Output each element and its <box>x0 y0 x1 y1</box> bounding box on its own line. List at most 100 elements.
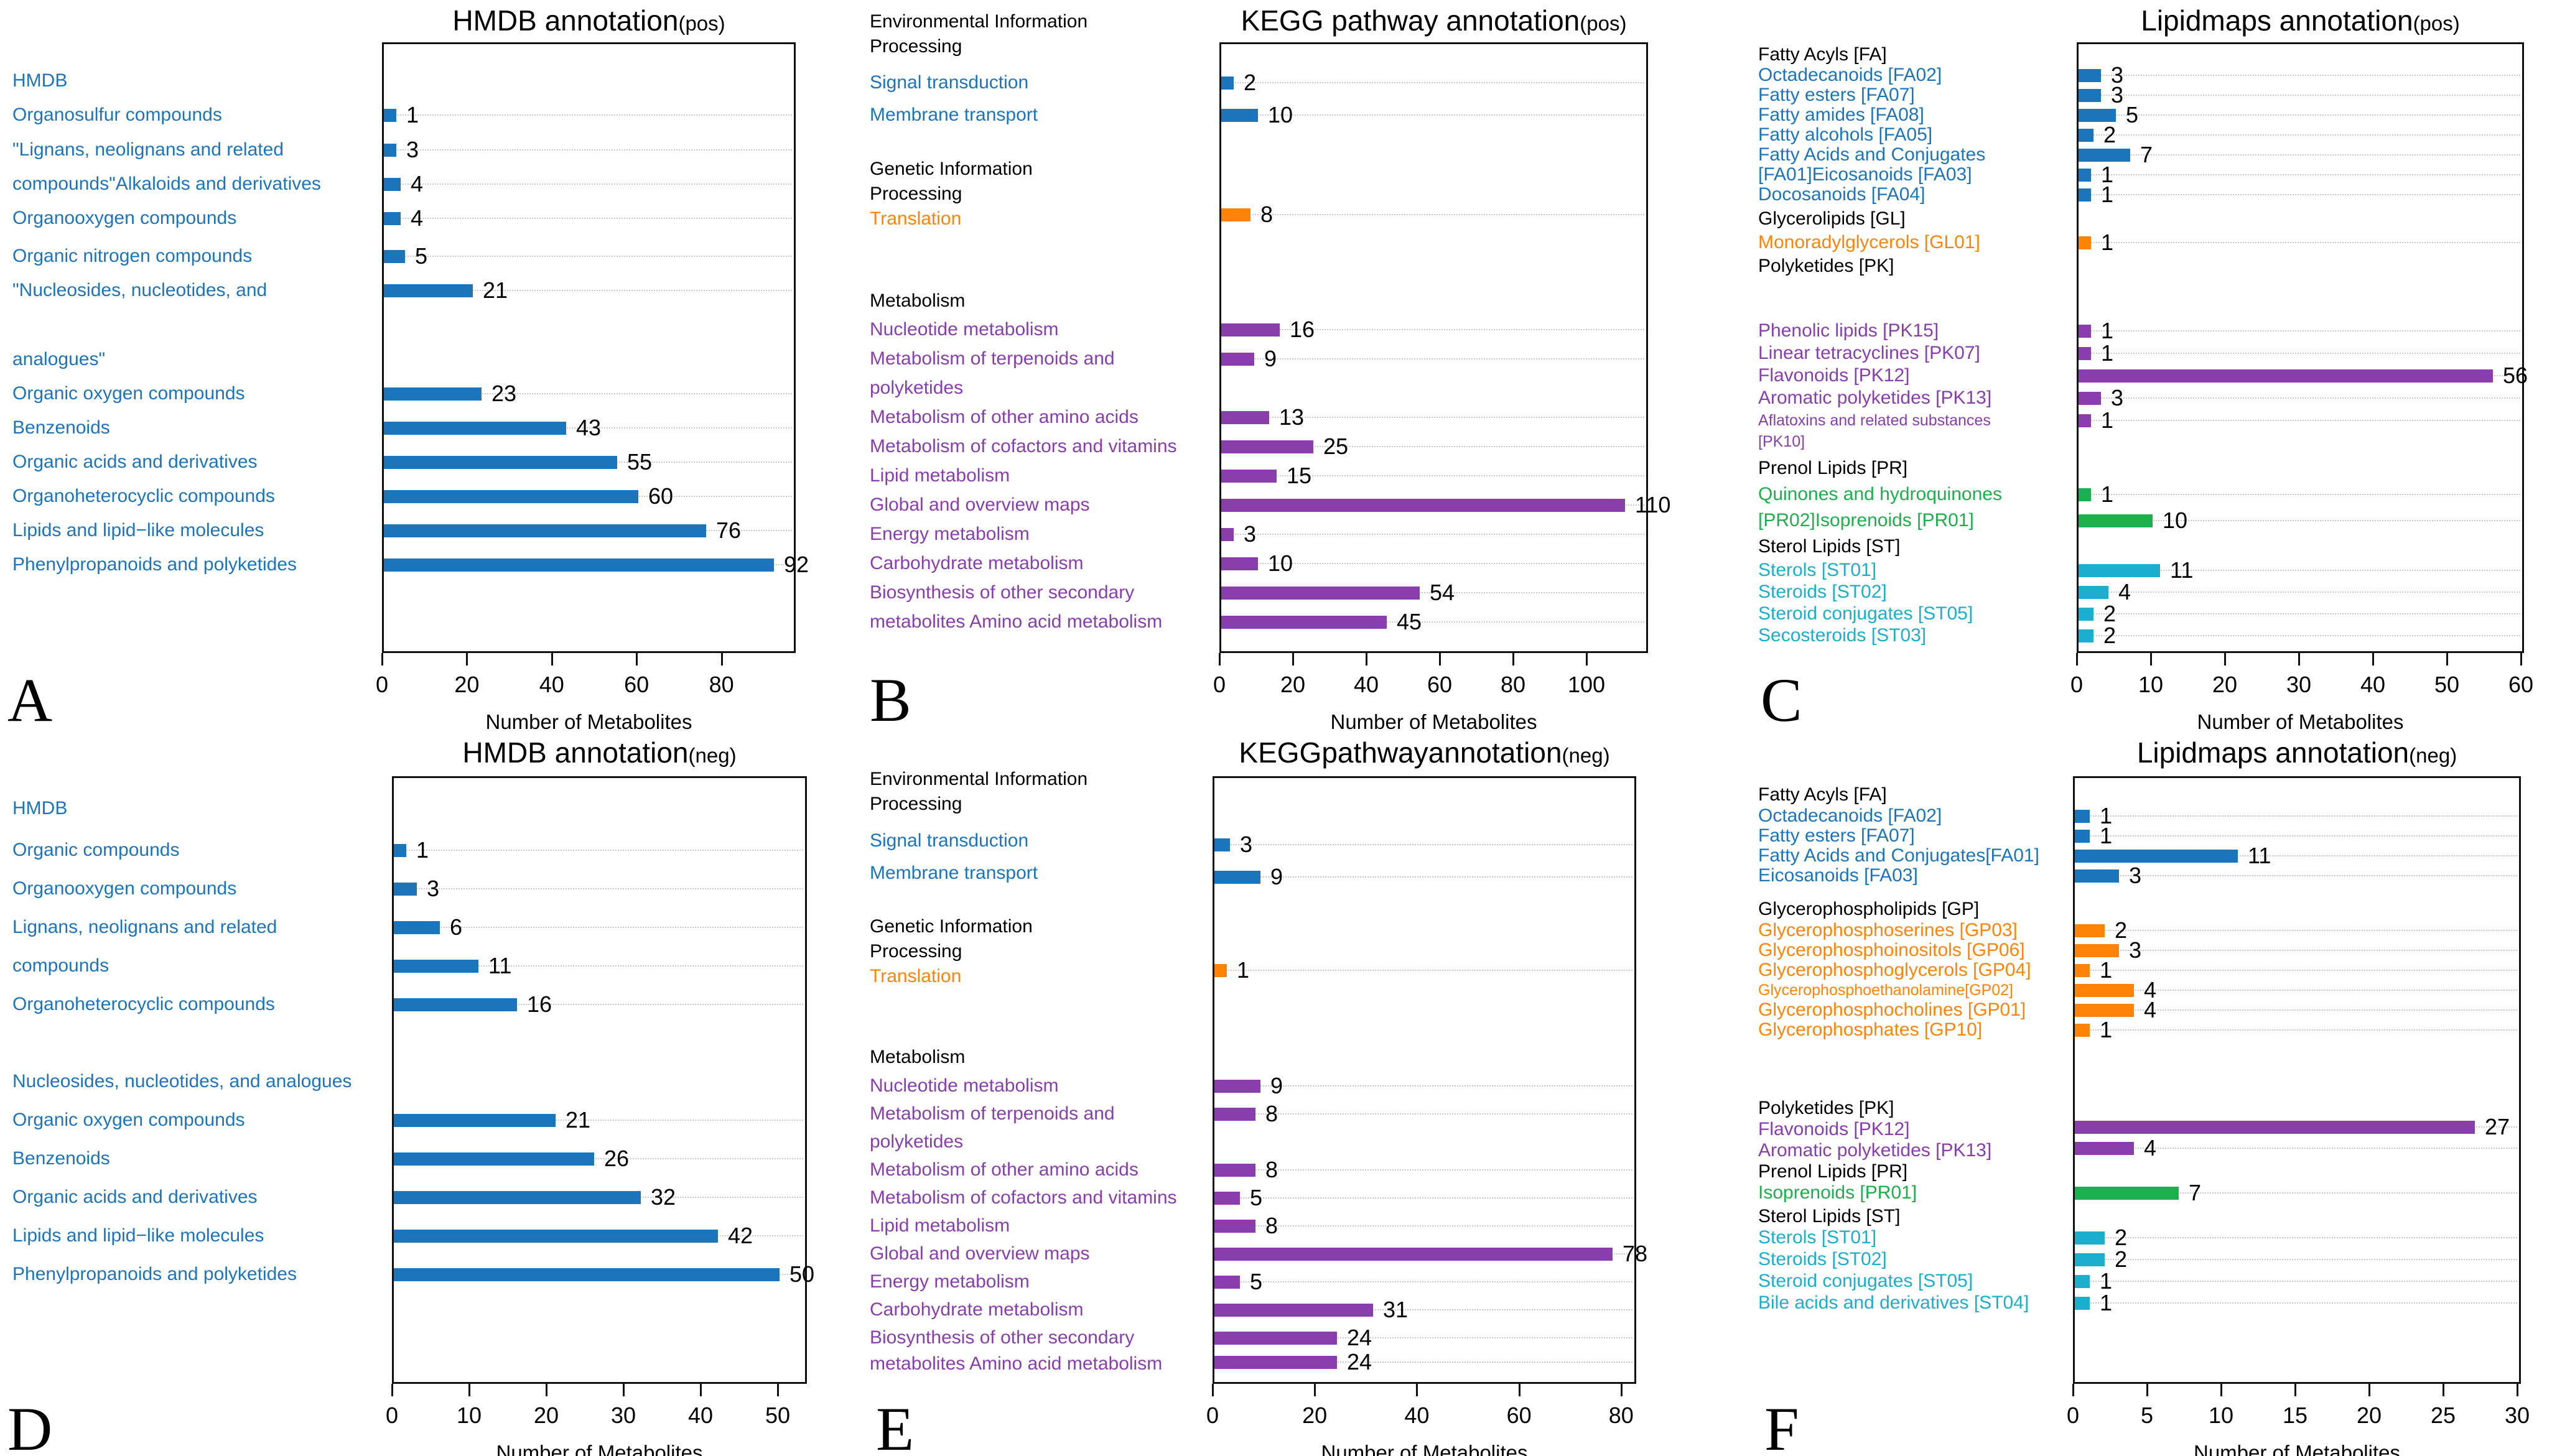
bar-value-label: 1 <box>406 102 419 128</box>
bar-value-label: 8 <box>1265 1101 1278 1126</box>
chart-title-main: Lipidmaps annotation <box>2136 736 2410 769</box>
category-label: Organosulfur compounds <box>12 104 222 125</box>
gridline <box>384 183 792 185</box>
bar <box>1221 109 1258 122</box>
category-label: Steroids [ST02] <box>1758 1249 1887 1269</box>
bar <box>2075 1297 2090 1310</box>
gridline <box>2079 194 2520 195</box>
category-label: Organooxygen compounds <box>12 878 237 899</box>
gridline <box>2079 494 2520 495</box>
x-axis-tick <box>1212 1384 1214 1396</box>
x-axis-tick <box>1512 653 1514 665</box>
bar <box>384 559 774 572</box>
category-label: Glycerophosphocholines [GP01] <box>1758 999 2026 1020</box>
x-tick-label: 40 <box>1353 672 1379 697</box>
x-tick-label: 0 <box>375 672 389 697</box>
x-axis-tick <box>2294 1384 2296 1396</box>
bar-value-label: 110 <box>1635 492 1671 517</box>
category-label: Fatty Acyls [FA] <box>1758 44 1887 65</box>
bar <box>2079 69 2101 82</box>
category-label: "Lignans, neolignans and related <box>12 139 284 160</box>
bar-value-label: 60 <box>648 483 674 509</box>
category-label: polyketides <box>870 1131 964 1152</box>
x-tick-label: 30 <box>2286 672 2312 697</box>
bar-value-label: 9 <box>1270 864 1283 889</box>
category-label: Metabolism of terpenoids and <box>870 348 1115 369</box>
category-label: Prenol Lipids [PR] <box>1758 1161 1908 1182</box>
bar-value-label: 1 <box>2101 162 2114 187</box>
chart-title: KEGGpathwayannotation(neg) <box>1020 736 1829 769</box>
x-axis-tick <box>1219 653 1221 665</box>
bar-value-label: 50 <box>789 1261 815 1287</box>
gridline <box>394 1120 803 1121</box>
gridline <box>1222 417 1644 418</box>
x-axis-tick <box>2446 653 2448 665</box>
category-label: Nucleotide metabolism <box>870 319 1059 340</box>
category-label: Lipids and lipid−like molecules <box>12 520 264 540</box>
category-label: metabolites Amino acid metabolism <box>870 1353 1163 1374</box>
bar <box>2079 608 2093 621</box>
category-label: Nucleosides, nucleotides, and analogues <box>12 1071 352 1092</box>
gridline <box>1222 475 1644 476</box>
bar <box>394 998 517 1011</box>
category-label: analogues" <box>12 349 106 369</box>
gridline <box>2075 970 2517 971</box>
gridline <box>2079 174 2520 175</box>
gridline <box>1215 970 1632 971</box>
x-axis-tick <box>546 1384 547 1396</box>
gridline <box>1222 214 1644 215</box>
x-axis-tick <box>468 1384 470 1396</box>
category-label: Metabolism of cofactors and vitamins <box>870 436 1177 457</box>
bar-value-label: 15 <box>1287 463 1312 488</box>
bar-value-label: 8 <box>1265 1157 1278 1182</box>
gridline <box>2079 114 2520 116</box>
category-label: Aromatic polyketides [PK13] <box>1758 387 1992 408</box>
category-label: Translation <box>870 966 962 986</box>
x-axis-title: Number of Metabolites <box>485 710 692 733</box>
bar-value-label: 10 <box>2163 508 2188 533</box>
x-axis-tick <box>2224 653 2226 665</box>
category-label: Lipid metabolism <box>870 1215 1010 1236</box>
bar-value-label: 6 <box>450 914 463 940</box>
bar-value-label: 8 <box>1265 1213 1278 1238</box>
chart-title-mode: (neg) <box>2409 744 2457 767</box>
category-label: Signal transduction <box>870 830 1029 851</box>
bar-value-label: 1 <box>2100 1017 2113 1042</box>
bar-value-label: 26 <box>604 1146 630 1171</box>
bar <box>1214 1332 1337 1345</box>
category-label: Fatty amides [FA08] <box>1758 104 1924 125</box>
gridline <box>1222 358 1644 359</box>
gridline <box>1215 876 1632 878</box>
bar <box>2079 129 2093 142</box>
x-axis-tick <box>2368 1384 2370 1396</box>
category-label: Fatty alcohols [FA05] <box>1758 124 1933 145</box>
category-label: Fatty Acids and Conjugates <box>1758 144 1986 165</box>
x-axis-tick <box>466 653 468 665</box>
x-tick-label: 100 <box>1567 672 1606 697</box>
bar-value-label: 3 <box>406 137 419 162</box>
x-tick-label: 50 <box>2434 672 2460 697</box>
bar-value-label: 21 <box>566 1107 591 1133</box>
bar-value-label: 3 <box>1244 521 1257 547</box>
bar-value-label: 3 <box>1240 832 1253 857</box>
category-label: [PR02]Isoprenoids [PR01] <box>1758 510 1974 531</box>
gridline <box>1222 114 1644 116</box>
bar-value-label: 76 <box>716 517 742 543</box>
bar <box>1214 1080 1260 1093</box>
bar <box>1214 1356 1337 1369</box>
x-tick-label: 20 <box>1302 1403 1328 1428</box>
bar <box>1221 77 1234 90</box>
x-tick-label: 60 <box>2508 672 2534 697</box>
gridline <box>2079 635 2520 636</box>
bar <box>2075 810 2090 823</box>
bar <box>1214 1248 1613 1261</box>
bar-value-label: 5 <box>1250 1185 1263 1210</box>
bar <box>2079 149 2130 162</box>
x-tick-label: 10 <box>2138 672 2164 697</box>
bar <box>384 422 566 435</box>
bar-value-label: 9 <box>1270 1073 1283 1098</box>
category-label: Nucleotide metabolism <box>870 1075 1059 1096</box>
bar <box>1221 616 1387 629</box>
plot-area <box>382 42 796 653</box>
gridline <box>384 290 792 291</box>
